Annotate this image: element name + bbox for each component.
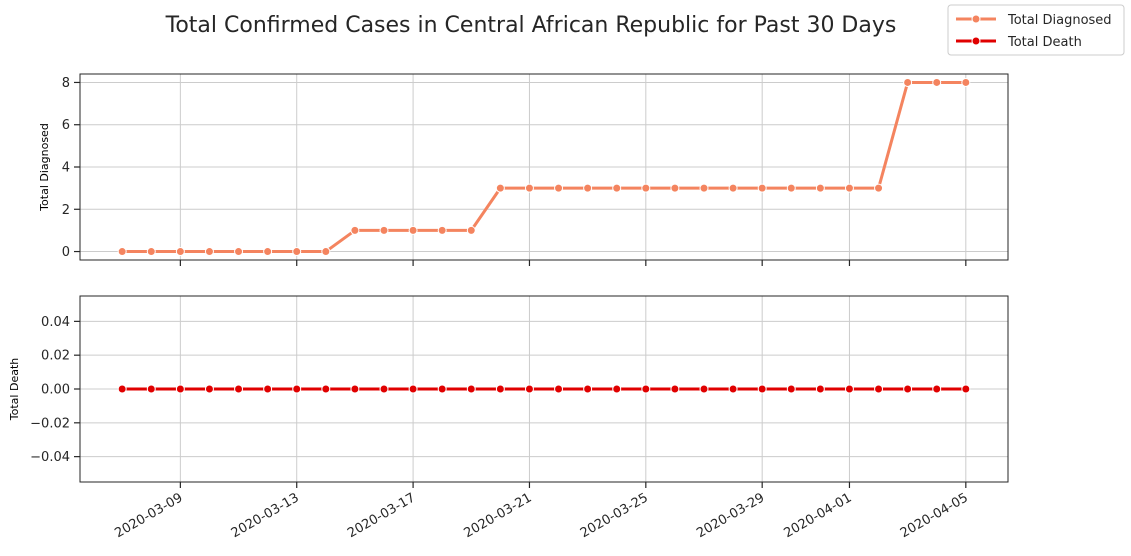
data-point-total-diagnosed [670,183,680,193]
data-point-total-death [117,384,127,394]
axes-frame [79,73,1009,261]
data-point-total-death [437,384,447,394]
y-tick-label: 0 [62,245,70,260]
data-point-total-death [466,384,476,394]
data-point-total-death [903,384,913,394]
data-point-total-death [204,384,214,394]
data-point-total-diagnosed [844,183,854,193]
data-point-total-death [292,384,302,394]
x-tick-label: 2020-03-09 [112,490,185,541]
data-point-total-death [583,384,593,394]
data-point-total-death [234,384,244,394]
legend-label-total-death: Total Death [1007,35,1082,50]
data-point-total-diagnosed [350,225,360,235]
data-point-total-death [874,384,884,394]
data-point-total-death [495,384,505,394]
data-point-total-diagnosed [437,225,447,235]
y-tick-label: 0.04 [41,315,70,330]
data-point-total-death [670,384,680,394]
data-point-total-diagnosed [932,77,942,87]
data-point-total-diagnosed [641,183,651,193]
data-point-total-death [554,384,564,394]
legend: Total Diagnosed Total Death [947,4,1125,56]
y-axis-label: Total Death [8,358,21,421]
data-point-total-death [844,384,854,394]
data-point-total-diagnosed [204,247,214,257]
data-point-total-death [932,384,942,394]
data-point-total-diagnosed [961,77,971,87]
data-point-total-diagnosed [263,247,273,257]
y-tick-label: 0.02 [41,349,70,364]
data-point-total-diagnosed [234,247,244,257]
data-point-total-diagnosed [175,247,185,257]
series-line-total-diagnosed [122,80,966,254]
x-tick-label: 2020-04-05 [898,490,971,541]
data-point-total-diagnosed [524,183,534,193]
y-tick-label: −0.02 [30,416,70,431]
x-tick-label: 2020-03-25 [578,490,651,541]
y-tick-label: −0.04 [30,450,70,465]
data-point-total-death [757,384,767,394]
axes-frame [79,295,1009,483]
x-tick-label: 2020-03-17 [345,490,418,541]
y-tick-label: 4 [62,161,70,176]
data-point-total-death [524,384,534,394]
data-point-total-diagnosed [728,183,738,193]
legend-marker-total-death [971,36,981,46]
data-point-total-death [641,384,651,394]
x-tick-label: 2020-03-21 [462,490,535,541]
data-point-total-diagnosed [612,183,622,193]
y-tick-label: 8 [62,76,70,91]
data-point-total-diagnosed [583,183,593,193]
data-point-total-death [786,384,796,394]
y-tick-label: 2 [62,203,70,218]
data-point-total-diagnosed [815,183,825,193]
data-point-total-death [408,384,418,394]
y-tick-label: 6 [62,118,70,133]
legend-marker-total-diagnosed [971,14,981,24]
data-point-total-death [321,384,331,394]
data-point-total-diagnosed [292,247,302,257]
data-point-total-diagnosed [786,183,796,193]
data-point-total-diagnosed [495,183,505,193]
data-point-total-death [350,384,360,394]
y-tick-label: 0.00 [41,383,70,398]
data-point-total-death [699,384,709,394]
x-tick-label: 2020-03-13 [229,490,302,541]
data-point-total-death [612,384,622,394]
y-axis-label: Total Diagnosed [38,123,51,212]
data-point-total-diagnosed [379,225,389,235]
data-point-total-diagnosed [874,183,884,193]
data-point-total-diagnosed [699,183,709,193]
data-point-total-death [175,384,185,394]
data-point-total-death [263,384,273,394]
data-point-total-diagnosed [757,183,767,193]
data-point-total-death [728,384,738,394]
chart-title: Total Confirmed Cases in Central African… [165,13,897,38]
x-tick-label: 2020-03-29 [694,490,767,541]
data-point-total-diagnosed [408,225,418,235]
data-point-total-diagnosed [321,247,331,257]
data-point-total-diagnosed [146,247,156,257]
data-point-total-diagnosed [903,77,913,87]
data-point-total-death [961,384,971,394]
subplot-total-diagnosed: 0 2 4 6 8 Total Diagnosed [38,73,1009,266]
data-point-total-diagnosed [117,247,127,257]
data-point-total-death [379,384,389,394]
legend-label-total-diagnosed: Total Diagnosed [1007,13,1112,28]
data-point-total-diagnosed [554,183,564,193]
x-tick-label: 2020-04-01 [782,490,855,541]
data-point-total-death [815,384,825,394]
data-point-total-death [146,384,156,394]
data-point-total-diagnosed [466,225,476,235]
subplot-total-death: 2020-03-09 2020-03-13 2020-03-17 2020-03-21… [8,295,1009,541]
